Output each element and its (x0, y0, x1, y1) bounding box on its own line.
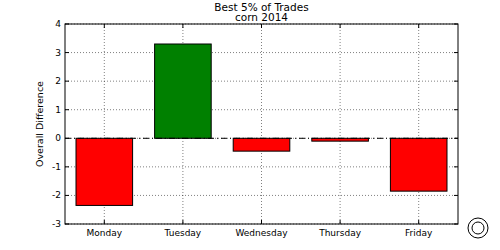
y-tick-right (454, 24, 458, 25)
logo (468, 218, 488, 238)
x-tick (104, 220, 105, 224)
y-tick (65, 138, 69, 139)
y-tick-right (454, 166, 458, 167)
bar (76, 138, 133, 205)
y-tick-right (454, 81, 458, 82)
y-tick-label: 2 (55, 76, 61, 86)
x-tick-top (182, 24, 183, 28)
y-axis-label: Overall Difference (34, 81, 45, 167)
y-tick-label: 1 (55, 105, 61, 115)
x-tick-top (340, 24, 341, 28)
y-tick (65, 195, 69, 196)
bar (233, 138, 290, 151)
y-tick-right (454, 138, 458, 139)
chart-container: -3 -2 -1 0 1 2 3 4 Monday Tuesday Wednesday Thursda… (0, 0, 500, 250)
y-tick (65, 224, 69, 225)
y-tick-right (454, 109, 458, 110)
grid-line (65, 109, 458, 110)
x-tick-label: Wednesday (235, 228, 288, 238)
x-tick-top (418, 24, 419, 28)
y-tick-label: -1 (52, 162, 61, 172)
x-tick (182, 220, 183, 224)
y-tick (65, 166, 69, 167)
y-tick-label: -3 (52, 219, 61, 229)
y-tick (65, 52, 69, 53)
x-tick-top (104, 24, 105, 28)
y-tick-label: 3 (55, 48, 61, 58)
bar (155, 44, 212, 138)
x-tick (340, 220, 341, 224)
bars (65, 44, 458, 205)
y-tick-label: 0 (55, 133, 61, 143)
y-tick-label: 4 (55, 19, 61, 29)
logo-inner (472, 222, 484, 234)
y-tick-right (454, 224, 458, 225)
plot-frame (65, 24, 458, 224)
y-tick-right (454, 195, 458, 196)
x-tick-label: Monday (87, 228, 123, 238)
y-tick (65, 109, 69, 110)
y-tick (65, 24, 69, 25)
x-tick (261, 220, 262, 224)
x-tick-label: Tuesday (164, 228, 202, 238)
y-tick (65, 81, 69, 82)
x-tick (418, 220, 419, 224)
y-tick-right (454, 52, 458, 53)
grid-line (65, 52, 458, 53)
bar (390, 138, 447, 191)
grid-line-x (418, 24, 419, 224)
grid-line-x (340, 24, 341, 224)
zero-line (65, 138, 458, 139)
x-tick-top (261, 24, 262, 28)
y-tick-label: -2 (52, 190, 61, 200)
subtitle: corn 2014 (235, 11, 288, 23)
grid-line-x (261, 24, 262, 224)
x-tick-label: Friday (405, 228, 433, 238)
chart-svg: -3 -2 -1 0 1 2 3 4 Monday Tuesday Wednesday Thursda… (0, 0, 500, 250)
x-tick-label: Thursday (318, 228, 362, 238)
